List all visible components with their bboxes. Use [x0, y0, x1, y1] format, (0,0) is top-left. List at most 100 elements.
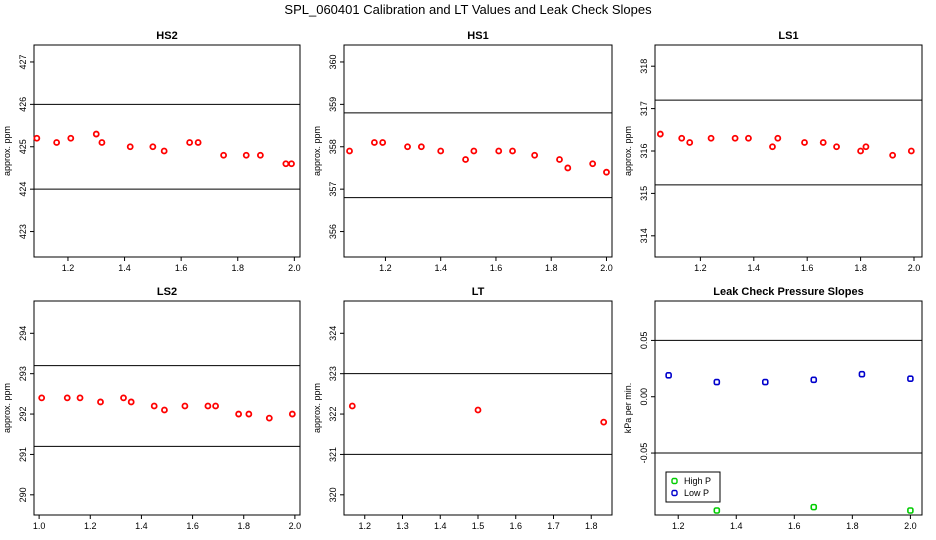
y-tick-label: 315: [639, 186, 649, 201]
main-title: SPL_060401 Calibration and LT Values and…: [284, 2, 652, 17]
data-point: [161, 406, 168, 414]
data-point: [907, 147, 915, 155]
data-point: [745, 134, 752, 142]
y-tick-label: 0.05: [639, 332, 649, 350]
x-tick-label: 1.6: [788, 521, 801, 531]
plot-frame: [654, 300, 923, 516]
data-point: [801, 139, 808, 146]
data-point: [907, 375, 914, 383]
y-tick-label: 356: [328, 224, 338, 239]
data-point: [204, 402, 212, 410]
data-point: [600, 418, 608, 426]
x-tick-label: 1.2: [672, 521, 685, 531]
x-tick-label: 1.8: [854, 263, 867, 273]
data-point: [907, 507, 914, 514]
legend-marker: [671, 477, 678, 485]
x-tick-label: 1.8: [231, 263, 244, 273]
data-point: [92, 130, 100, 138]
y-tick-label: 424: [18, 182, 28, 197]
data-point: [150, 402, 158, 410]
x-tick-label: 1.4: [135, 521, 148, 531]
y-tick-label: 293: [18, 366, 28, 381]
legend-marker: [671, 489, 678, 497]
y-tick-label: 321: [328, 447, 338, 462]
x-tick-label: 2.0: [289, 521, 302, 531]
x-tick-label: 1.6: [490, 263, 503, 273]
x-tick-label: 2.0: [288, 263, 301, 273]
data-point: [67, 134, 75, 142]
y-tick-label: 360: [328, 54, 338, 69]
data-point: [282, 160, 290, 168]
data-point: [346, 147, 353, 155]
data-point: [564, 164, 572, 172]
panel-title: LT: [472, 286, 485, 298]
data-point: [857, 147, 864, 155]
data-point: [810, 376, 818, 384]
data-point: [819, 139, 827, 146]
data-point: [194, 139, 202, 146]
x-tick-label: 1.8: [585, 521, 598, 531]
y-tick-label: 292: [18, 407, 28, 422]
chart-panel-2: LS1 approx. ppm 1.2 1.4 1.6 1.8 2.0 314 315 316 31…: [623, 30, 923, 273]
y-tick-label: 320: [328, 487, 338, 502]
y-tick-label: 359: [328, 97, 338, 112]
data-point: [38, 394, 46, 402]
data-point: [288, 410, 296, 418]
x-tick-label: 1.4: [434, 521, 447, 531]
x-tick-label: 1.4: [730, 521, 743, 531]
panel-title: HS2: [156, 30, 177, 42]
data-point: [889, 151, 897, 159]
y-tick-label: 322: [328, 407, 338, 422]
y-tick-label: 317: [639, 101, 649, 116]
data-point: [404, 143, 411, 151]
data-point: [769, 143, 776, 151]
panel-title: LS1: [778, 30, 798, 42]
y-tick-label: 314: [639, 228, 649, 243]
x-tick-label: 1.7: [547, 521, 560, 531]
y-tick-label: 324: [328, 326, 338, 341]
y-tick-label: 291: [18, 447, 28, 462]
legend-label: High P: [684, 476, 711, 486]
data-point: [63, 394, 71, 402]
chart-panel-4: LT approx. ppm 1.2 1.3 1.4 1.5 1.6 1.7 1.8 320 321…: [312, 286, 613, 531]
chart-panel-0: HS2 approx. ppm 1.2 1.4 1.6 1.8 2.0 423 424 425 42…: [2, 30, 301, 273]
y-tick-label: 318: [639, 59, 649, 74]
data-point: [181, 402, 189, 410]
data-point: [212, 402, 219, 410]
x-tick-label: 2.0: [600, 263, 613, 273]
plot-frame: [343, 44, 613, 258]
x-tick-label: 1.6: [175, 263, 188, 273]
data-point: [686, 139, 694, 146]
x-tick-label: 1.5: [472, 521, 485, 531]
y-axis-label: approx. ppm: [2, 126, 12, 176]
data-point: [474, 406, 482, 414]
data-point: [76, 394, 84, 402]
chart-panel-5: Leak Check Pressure Slopes kPa per min. 1.…: [623, 286, 923, 531]
x-tick-label: 1.2: [379, 263, 392, 273]
x-tick-label: 1.6: [801, 263, 814, 273]
x-tick-label: 1.0: [33, 521, 46, 531]
plot-frame: [654, 44, 923, 258]
y-tick-label: 426: [18, 97, 28, 112]
chart-panel-3: LS2 approx. ppm 1.0 1.2 1.4 1.6 1.8 2.0 290 291 29…: [2, 286, 301, 531]
x-tick-label: 1.4: [748, 263, 761, 273]
data-point: [160, 147, 168, 155]
x-tick-label: 1.4: [118, 263, 131, 273]
y-tick-label: 427: [18, 54, 28, 69]
data-point: [235, 410, 243, 418]
y-axis-label: approx. ppm: [623, 126, 633, 176]
y-tick-label: 323: [328, 366, 338, 381]
data-point: [256, 151, 264, 159]
data-point: [470, 147, 478, 155]
data-point: [556, 156, 563, 163]
y-tick-label: 425: [18, 139, 28, 154]
data-point: [531, 151, 539, 159]
y-tick-label: 357: [328, 182, 338, 197]
y-tick-label: 316: [639, 143, 649, 158]
y-tick-label: 290: [18, 487, 28, 502]
data-point: [665, 372, 672, 379]
x-tick-label: 1.3: [396, 521, 409, 531]
data-point: [220, 151, 227, 159]
data-point: [713, 378, 721, 386]
